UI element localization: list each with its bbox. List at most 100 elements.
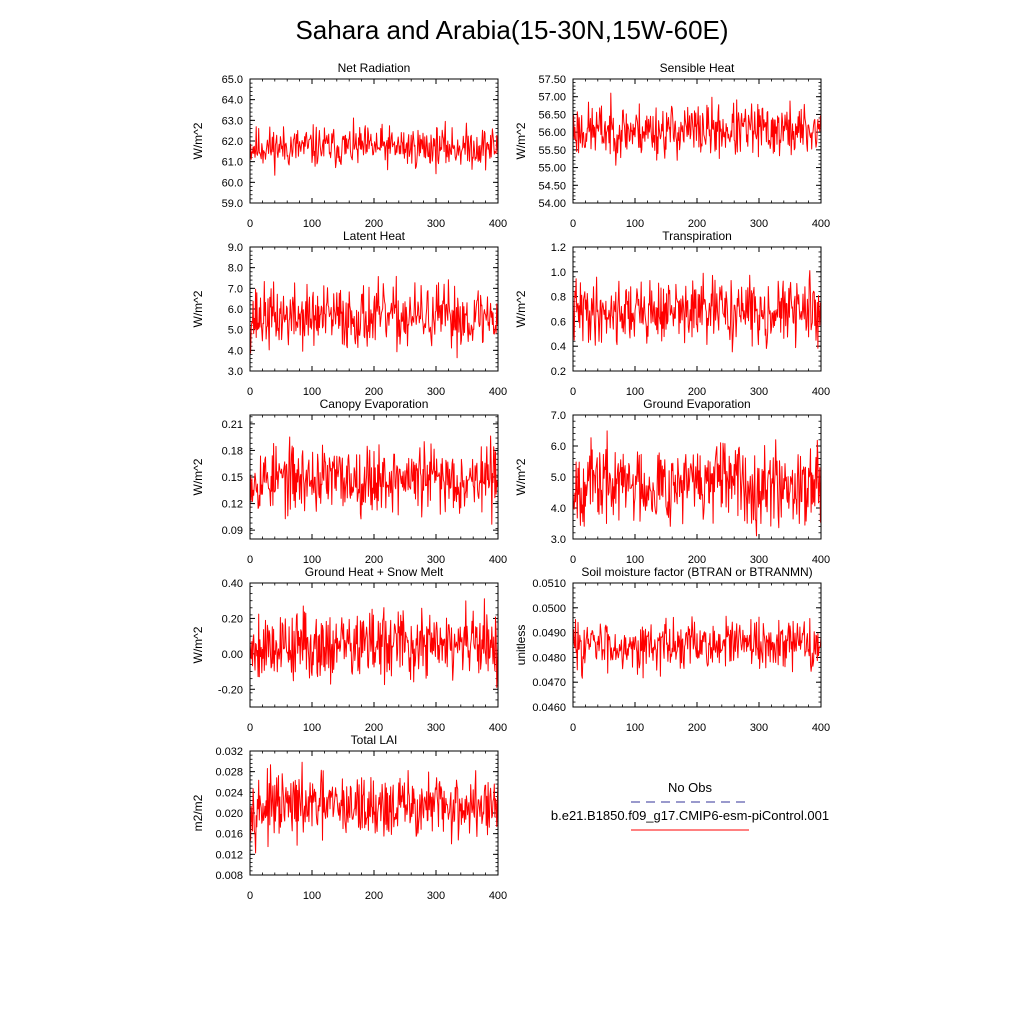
x-tick-label: 200: [365, 386, 383, 398]
panel-title: Ground Evaporation: [643, 397, 750, 411]
x-tick-label: 100: [303, 554, 321, 566]
y-tick-label: 0.4: [551, 341, 566, 353]
y-tick-label: 0.6: [551, 316, 566, 328]
x-tick-label: 200: [365, 722, 383, 734]
legend-model-label: b.e21.B1850.f09_g17.CMIP6-esm-piControl.…: [551, 808, 829, 823]
x-tick-label: 100: [303, 386, 321, 398]
x-tick-label: 200: [365, 554, 383, 566]
x-tick-label: 400: [489, 386, 507, 398]
panel-title: Sensible Heat: [660, 61, 735, 75]
y-tick-label: 0.8: [551, 292, 566, 304]
panel-sensible-heat: Sensible Heat W/m^2 0 100 200 300 400 54.00 54.5…: [514, 61, 830, 230]
y-tick-label: 54.00: [538, 198, 566, 210]
panel-net-radiation: Net Radiation W/m^2 0 100 200 300 400 59.0 60.0 6…: [191, 61, 507, 230]
x-tick-label: 100: [303, 890, 321, 902]
panel-title: Ground Heat + Snow Melt: [305, 565, 444, 579]
plot-frame: [249, 246, 499, 372]
x-tick-label: 0: [247, 890, 253, 902]
y-tick-label: 9.0: [228, 242, 243, 254]
y-tick-label: 0.0480: [532, 652, 566, 664]
y-axis-label: W/m^2: [191, 626, 205, 663]
x-tick-label: 200: [688, 722, 706, 734]
plot-frame: [572, 414, 822, 540]
panel-title: Latent Heat: [343, 229, 406, 243]
y-tick-label: 1.2: [551, 242, 566, 254]
y-tick-label: 0.00: [222, 649, 243, 661]
panel-transpiration: Transpiration W/m^2 0 100 200 300 400 0.2 0.4 0.6…: [514, 229, 830, 398]
y-axis-label: unitless: [514, 625, 528, 666]
x-tick-label: 100: [626, 554, 644, 566]
y-tick-label: 7.0: [228, 283, 243, 295]
y-tick-label: 62.0: [222, 136, 243, 148]
y-tick-label: 0.40: [222, 578, 243, 590]
panel-title: Net Radiation: [338, 61, 411, 75]
x-tick-label: 400: [489, 554, 507, 566]
y-tick-label: 5.0: [551, 472, 566, 484]
y-axis-label: W/m^2: [514, 122, 528, 159]
y-tick-label: 57.50: [538, 74, 566, 86]
panel-soil-moisture-factor: Soil moisture factor (BTRAN or BTRANMN) u…: [514, 565, 830, 734]
y-axis-label: W/m^2: [191, 290, 205, 327]
y-tick-label: 0.21: [222, 419, 243, 431]
panel-latent-heat: Latent Heat W/m^2 0 100 200 300 400 3.0 4.0 5.0 6.…: [191, 229, 507, 398]
panel-ground-evaporation: Ground Evaporation W/m^2 0 100 200 300 400 3.0 4…: [514, 397, 830, 566]
x-tick-label: 0: [570, 554, 576, 566]
x-tick-label: 0: [570, 722, 576, 734]
y-tick-label: 54.50: [538, 180, 566, 192]
series-line: [572, 92, 822, 166]
y-tick-label: 0.0460: [532, 702, 566, 714]
legend: No Obs b.e21.B1850.f09_g17.CMIP6-esm-piC…: [551, 780, 829, 831]
x-tick-label: 0: [247, 554, 253, 566]
y-tick-label: 56.50: [538, 109, 566, 121]
x-tick-label: 100: [626, 218, 644, 230]
series-line: [249, 275, 499, 359]
x-tick-label: 100: [303, 218, 321, 230]
x-tick-label: 0: [247, 218, 253, 230]
y-tick-label: 56.00: [538, 127, 566, 139]
y-tick-label: 0.12: [222, 499, 243, 511]
legend-obs-label: No Obs: [668, 780, 713, 795]
x-tick-label: 300: [427, 722, 445, 734]
x-tick-label: 0: [247, 722, 253, 734]
y-tick-label: 3.0: [551, 534, 566, 546]
plot-frame: [572, 246, 822, 372]
x-tick-label: 300: [427, 890, 445, 902]
x-tick-label: 0: [247, 386, 253, 398]
series-line: [249, 598, 499, 688]
panel-total-lai: Total LAI m2/m2 0 100 200 300 400 0.008 0.012 0.0…: [191, 733, 507, 902]
y-tick-label: 55.00: [538, 163, 566, 175]
y-tick-label: 55.50: [538, 145, 566, 157]
x-tick-label: 200: [365, 890, 383, 902]
plot-frame: [249, 78, 499, 204]
x-tick-label: 300: [750, 722, 768, 734]
panel-title: Transpiration: [662, 229, 732, 243]
plot-frame: [249, 750, 499, 876]
panel-title: Total LAI: [351, 733, 398, 747]
y-tick-label: 6.0: [551, 441, 566, 453]
y-tick-label: 0.20: [222, 613, 243, 625]
panel-title: Canopy Evaporation: [320, 397, 429, 411]
y-tick-label: 0.032: [215, 746, 243, 758]
y-tick-label: 6.0: [228, 304, 243, 316]
y-tick-label: -0.20: [218, 684, 243, 696]
y-tick-label: 4.0: [551, 503, 566, 515]
x-tick-label: 300: [427, 386, 445, 398]
x-tick-label: 200: [688, 218, 706, 230]
y-tick-label: 0.0500: [532, 603, 566, 615]
x-tick-label: 300: [750, 386, 768, 398]
x-tick-label: 300: [750, 218, 768, 230]
y-tick-label: 63.0: [222, 115, 243, 127]
plot-frame: [572, 78, 822, 204]
x-tick-label: 0: [570, 386, 576, 398]
y-tick-label: 65.0: [222, 74, 243, 86]
x-tick-label: 200: [688, 554, 706, 566]
y-tick-label: 57.00: [538, 92, 566, 104]
y-tick-label: 0.0470: [532, 677, 566, 689]
y-tick-label: 61.0: [222, 157, 243, 169]
series-line: [249, 435, 499, 525]
y-tick-label: 8.0: [228, 263, 243, 275]
y-tick-label: 4.0: [228, 345, 243, 357]
y-tick-label: 0.0510: [532, 578, 566, 590]
y-tick-label: 0.024: [215, 787, 243, 799]
